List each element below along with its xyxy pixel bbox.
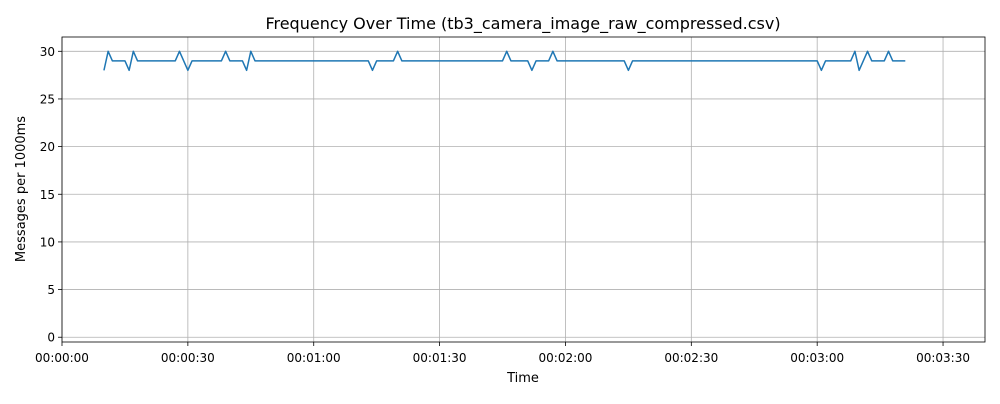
y-tick: 30 <box>40 45 62 59</box>
y-tick-label: 30 <box>40 45 55 59</box>
y-tick-label: 15 <box>40 188 55 202</box>
x-tick: 00:00:00 <box>35 342 89 365</box>
y-axis-ticks: 0 5 10 15 20 25 30 <box>40 45 62 345</box>
x-axis-ticks: 00:00:00 00:00:30 00:01:00 00:01:30 00:02:00… <box>35 342 970 365</box>
x-tick: 00:03:00 <box>790 342 844 365</box>
x-tick: 00:02:00 <box>539 342 593 365</box>
y-tick-label: 0 <box>47 331 55 345</box>
y-tick: 15 <box>40 188 62 202</box>
y-tick-label: 5 <box>47 283 55 297</box>
gridlines <box>61 37 985 342</box>
x-tick: 00:02:30 <box>664 342 718 365</box>
y-tick-label: 25 <box>40 92 55 106</box>
y-tick: 25 <box>40 92 62 106</box>
x-tick-label: 00:01:00 <box>287 351 341 365</box>
x-tick-label: 00:02:30 <box>664 351 718 365</box>
y-tick: 5 <box>47 283 62 297</box>
x-tick: 00:00:30 <box>161 342 215 365</box>
series-line <box>103 50 906 72</box>
x-tick-label: 00:03:30 <box>916 351 970 365</box>
x-axis-label: Time <box>506 371 539 386</box>
y-tick-label: 20 <box>40 140 55 154</box>
y-tick: 20 <box>40 140 62 154</box>
y-tick: 0 <box>47 331 62 345</box>
x-tick-label: 00:00:00 <box>35 351 89 365</box>
x-tick-label: 00:01:30 <box>413 351 467 365</box>
x-tick-label: 00:00:30 <box>161 351 215 365</box>
chart-title: Frequency Over Time (tb3_camera_image_ra… <box>265 14 780 34</box>
y-axis-label: Messages per 1000ms <box>14 116 29 262</box>
y-tick: 10 <box>40 235 62 249</box>
plot-frame <box>61 36 986 343</box>
x-tick: 00:01:30 <box>413 342 467 365</box>
x-tick: 00:01:00 <box>287 342 341 365</box>
x-tick-label: 00:03:00 <box>790 351 844 365</box>
y-tick-label: 10 <box>40 235 55 249</box>
series-lines <box>103 50 906 72</box>
x-tick-label: 00:02:00 <box>539 351 593 365</box>
x-tick: 00:03:30 <box>916 342 970 365</box>
